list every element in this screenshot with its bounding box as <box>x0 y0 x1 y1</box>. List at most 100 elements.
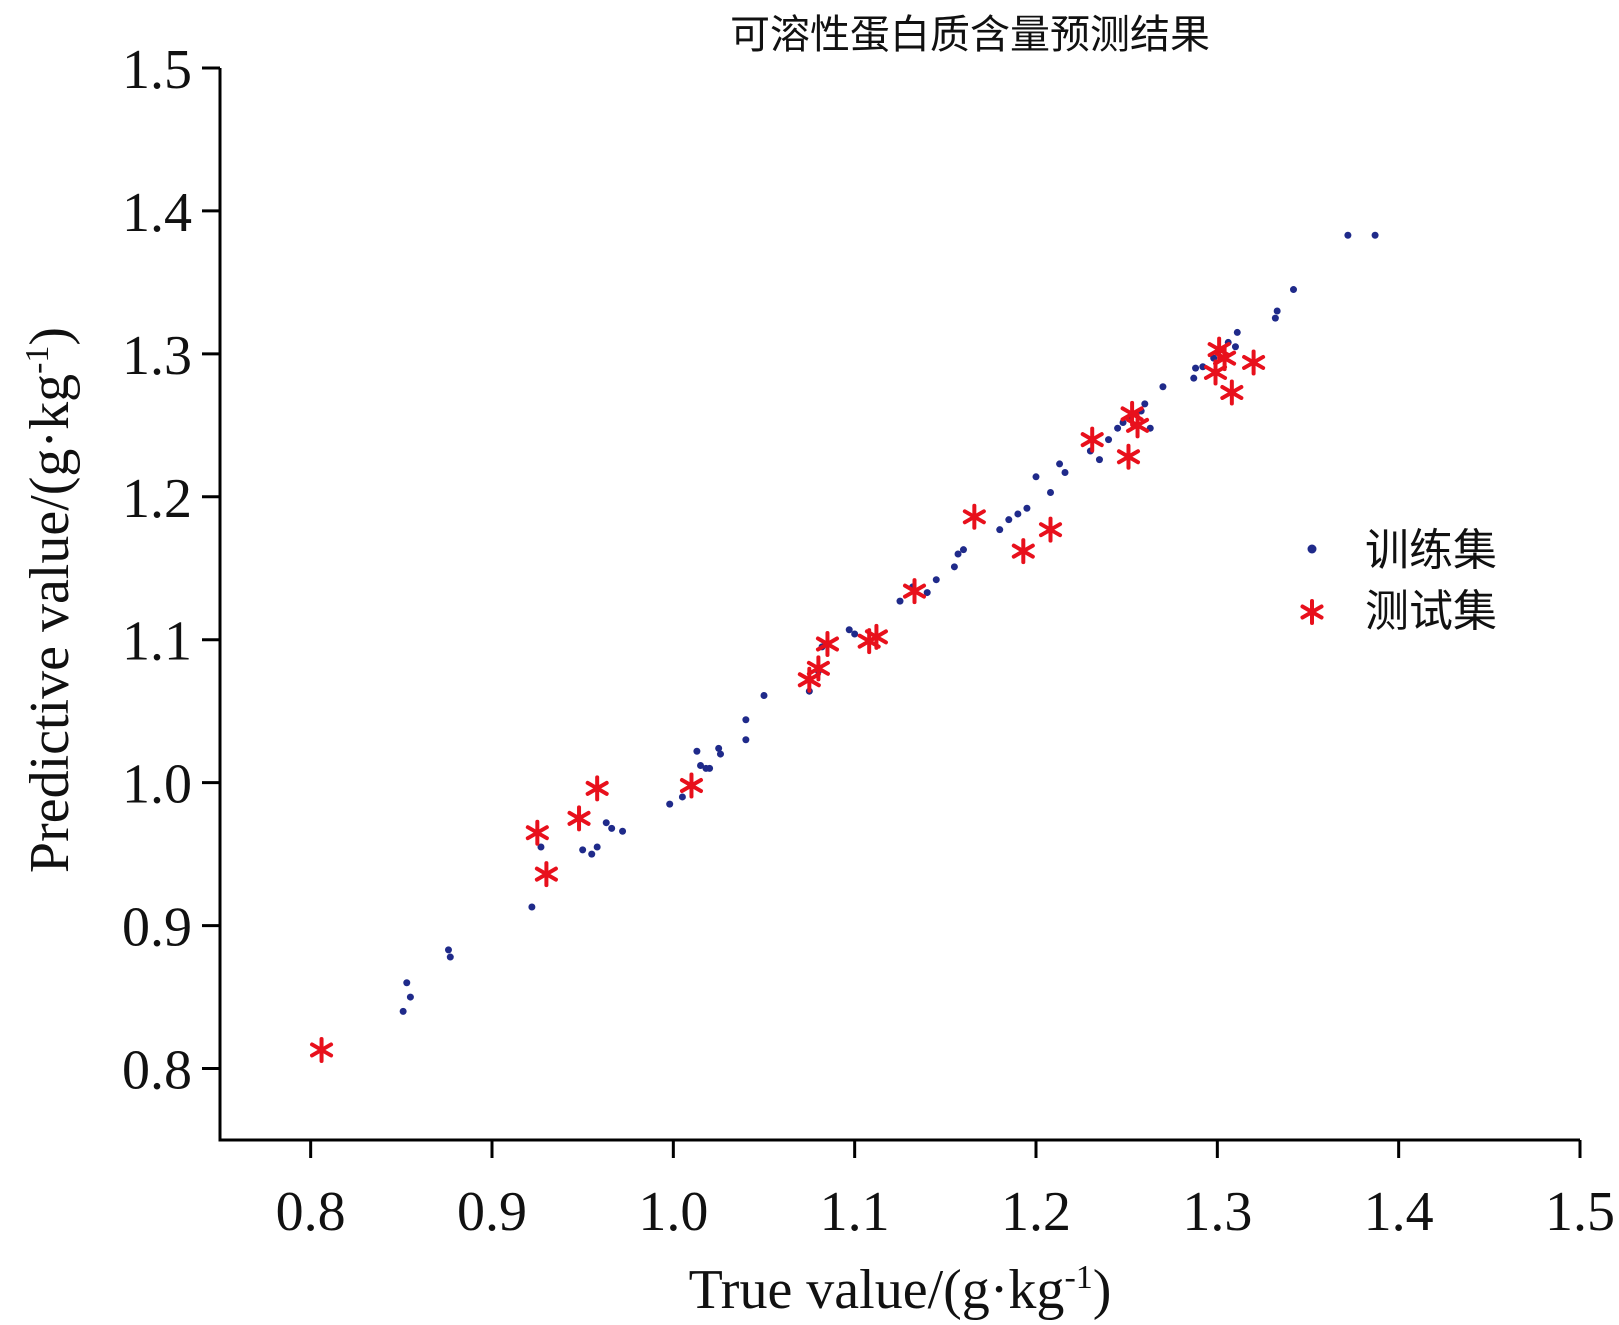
train-point <box>1371 231 1379 239</box>
x-tick-label: 1.0 <box>638 1181 708 1243</box>
x-tick-label: 0.8 <box>276 1181 346 1243</box>
train-point <box>716 750 724 758</box>
train-point <box>923 589 931 597</box>
train-point <box>742 736 750 744</box>
train-point <box>954 550 962 558</box>
train-point <box>593 843 601 851</box>
train-point <box>996 526 1004 534</box>
train-point <box>403 979 411 987</box>
test-point <box>902 578 927 605</box>
train-point <box>1192 364 1200 372</box>
train-point <box>602 819 610 827</box>
legend-test-label: 测试集 <box>1365 586 1497 637</box>
train-point <box>845 626 853 634</box>
train-point <box>1190 374 1198 382</box>
x-tick-label: 1.3 <box>1182 1181 1252 1243</box>
train-point <box>1014 510 1022 518</box>
train-point <box>1047 489 1055 497</box>
test-point <box>585 775 609 802</box>
legend-train-label: 训练集 <box>1365 525 1497 576</box>
train-point <box>932 576 940 584</box>
test-set-points <box>310 336 1266 1063</box>
train-point <box>1231 343 1239 351</box>
train-point <box>1056 460 1064 468</box>
train-point <box>399 1007 407 1015</box>
train-point <box>1199 363 1207 371</box>
train-point <box>697 762 705 770</box>
train-point <box>896 597 904 605</box>
train-point <box>1114 424 1122 432</box>
test-point <box>1242 349 1266 376</box>
y-axis-label-exponent: -1 <box>19 346 56 374</box>
test-point <box>1116 443 1141 470</box>
y-axis-label-text: Predictive value/(g·kg <box>19 374 81 873</box>
train-point <box>444 946 452 954</box>
train-point <box>446 953 454 961</box>
test-point <box>806 655 830 682</box>
train-point <box>1273 307 1281 315</box>
legend-test-marker <box>1300 599 1324 625</box>
y-ticks: 0.8 0.9 1.0 1.1 1.2 1.3 1.4 1.5 <box>122 39 220 1102</box>
train-point <box>851 630 859 638</box>
train-point <box>1023 504 1031 512</box>
train-point <box>742 716 750 724</box>
test-point <box>1220 379 1244 406</box>
test-point <box>1038 516 1063 543</box>
y-tick-label: 1.1 <box>122 611 192 673</box>
x-axis-label-exponent: -1 <box>1064 1259 1092 1296</box>
y-tick-label: 1.5 <box>122 39 192 101</box>
train-point <box>1095 456 1103 464</box>
test-point <box>864 623 888 650</box>
y-tick-label: 0.8 <box>122 1040 192 1102</box>
test-point <box>1126 412 1150 439</box>
train-point <box>1032 473 1040 481</box>
test-point <box>1080 426 1104 453</box>
chart-title: 可溶性蛋白质含量预测结果 <box>730 12 1210 58</box>
train-point <box>588 850 596 858</box>
train-point <box>950 563 958 571</box>
y-tick-label: 0.9 <box>122 897 192 959</box>
train-point <box>619 827 627 835</box>
y-tick-label: 1.2 <box>122 468 192 530</box>
train-point <box>1061 469 1069 477</box>
test-point <box>815 631 839 658</box>
x-tick-label: 1.5 <box>1545 1181 1615 1243</box>
train-point <box>693 747 701 755</box>
train-point <box>1271 314 1279 322</box>
train-point <box>537 843 545 851</box>
y-tick-label: 1.4 <box>122 182 192 244</box>
train-point <box>1344 231 1352 239</box>
y-tick-label: 1.0 <box>122 754 192 816</box>
train-point <box>608 824 616 832</box>
x-ticks: 0.8 0.9 1.0 1.1 1.2 1.3 1.4 1.5 <box>276 1140 1615 1243</box>
x-axis-label: True value/(g·kg-1) <box>689 1259 1112 1321</box>
test-point <box>310 1036 334 1063</box>
x-tick-label: 0.9 <box>457 1181 527 1243</box>
test-point <box>962 503 986 530</box>
train-point <box>715 744 723 752</box>
x-axis-label-close: ) <box>1093 1259 1112 1321</box>
train-point <box>1159 383 1167 391</box>
train-point <box>579 846 587 854</box>
train-point <box>1233 328 1241 336</box>
test-point <box>567 805 591 832</box>
x-tick-label: 1.4 <box>1364 1181 1434 1243</box>
test-point <box>534 861 558 888</box>
train-point <box>1289 286 1297 294</box>
train-point <box>760 691 768 699</box>
train-point <box>959 546 967 554</box>
legend-test-asterisk <box>1300 599 1324 625</box>
training-set-points <box>399 231 1379 1015</box>
train-point <box>1105 436 1113 444</box>
train-point <box>706 764 714 772</box>
train-point <box>1141 400 1149 408</box>
train-point <box>528 903 536 911</box>
x-axis-label-text: True value/(g·kg <box>689 1259 1065 1321</box>
train-point <box>1005 516 1013 524</box>
y-axis-label-close: ) <box>19 327 81 346</box>
train-point <box>406 993 414 1001</box>
legend: 训练集 测试集 <box>1300 525 1497 637</box>
test-point <box>679 772 703 799</box>
x-tick-label: 1.1 <box>820 1181 890 1243</box>
